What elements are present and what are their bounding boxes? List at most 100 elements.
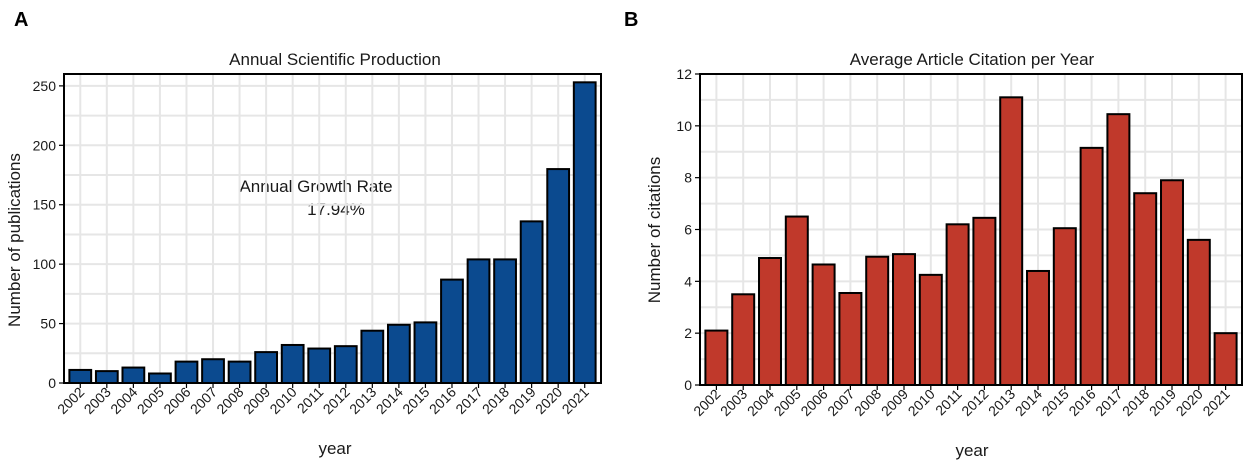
- panel-b-chart: B Average Article Citation per Year year…: [624, 9, 1243, 460]
- panel-a-bar-2019: [519, 220, 544, 384]
- panel-a-y-tick-label: 0: [48, 375, 56, 391]
- panel-b-bar-2015: [1052, 227, 1077, 386]
- panel-b-x-tick-label: 2010: [905, 386, 938, 419]
- panel-a-x-tick-label: 2018: [479, 384, 512, 417]
- panel-a-x-tick-label: 2017: [452, 384, 485, 417]
- panel-a-letter: A: [14, 9, 28, 31]
- panel-a-bar-2016: [440, 278, 464, 385]
- panel-b-x-axis-label: year: [955, 441, 988, 460]
- panel-b-bar-2018: [1133, 192, 1158, 386]
- panel-a-bar-2012: [333, 345, 358, 384]
- panel-b-bar-2003: [731, 293, 756, 386]
- panel-b-x-tick-label: 2011: [932, 386, 965, 419]
- panel-b-y-tick-label: 0: [684, 377, 692, 393]
- panel-a-x-tick-label: 2016: [426, 384, 459, 417]
- panel-a-bar-2017: [466, 258, 491, 384]
- panel-b-bar-2007: [838, 291, 863, 386]
- panel-b-bar-2004: [758, 257, 782, 386]
- panel-a-annotation-title: Annual Growth Rate: [239, 177, 392, 196]
- panel-b-bar-2009: [892, 253, 916, 386]
- panel-a-x-tick-label: 2013: [346, 384, 379, 417]
- panel-a-annotation-value: 17.94%: [307, 200, 365, 219]
- panel-a-bars: [68, 81, 597, 385]
- panel-b-bar-2021: [1213, 332, 1238, 386]
- panel-a-y-tick-label: 50: [40, 316, 56, 332]
- panel-b-x-tick-label: 2014: [1012, 386, 1045, 419]
- panel-b-letter: B: [624, 9, 638, 31]
- panel-b-x-tick-label: 2003: [717, 386, 750, 419]
- panel-a-x-tick-label: 2002: [54, 384, 87, 417]
- panel-a-x-tick-label: 2014: [373, 384, 406, 417]
- panel-b-x-tick-label: 2004: [744, 386, 777, 419]
- panel-b-bar-2016: [1079, 146, 1104, 386]
- panel-a-x-tick-label: 2019: [505, 384, 538, 417]
- panel-a-y-tick-label: 250: [33, 78, 57, 94]
- panel-a-x-tick-label: 2003: [81, 384, 114, 417]
- panel-a-bar-2002: [68, 368, 93, 384]
- panel-a-bar-2006: [174, 360, 199, 385]
- panel-a-x-tick-label: 2012: [320, 384, 353, 417]
- panel-a-x-tick-label: 2009: [240, 384, 273, 417]
- panel-b-y-axis-label: Number of citations: [645, 157, 664, 303]
- panel-a-x-tick-label: 2011: [294, 384, 327, 417]
- panel-a-bar-2008: [227, 360, 252, 385]
- panel-b-x-tick-label: 2007: [824, 386, 857, 419]
- panel-b-x-tick-label: 2021: [1199, 386, 1232, 419]
- panel-b-bar-2020: [1186, 238, 1211, 386]
- panel-b-y-tick-label: 12: [676, 66, 692, 82]
- panel-b-bar-2002: [704, 329, 729, 387]
- panel-b-x-tick-label: 2018: [1119, 386, 1152, 419]
- panel-b-x-tick-label: 2019: [1146, 386, 1179, 419]
- panel-b-x-tick-label: 2016: [1065, 386, 1098, 419]
- panel-a-bar-2007: [201, 358, 225, 385]
- panel-b-x-tick-label: 2015: [1039, 386, 1072, 419]
- panel-a-x-tick-label: 2008: [213, 384, 246, 417]
- panel-b-bar-2006: [811, 263, 836, 386]
- panel-b-bar-2008: [865, 255, 890, 386]
- panel-b-title: Average Article Citation per Year: [850, 50, 1095, 69]
- panel-a-bar-2009: [254, 351, 279, 385]
- panel-a-title: Annual Scientific Production: [229, 50, 441, 69]
- panel-a-x-tick-label: 2010: [266, 384, 299, 417]
- panel-a-y-axis-label: Number of publications: [5, 153, 24, 327]
- panel-b-bar-2011: [945, 223, 970, 386]
- panel-b-y-tick-label: 10: [676, 118, 692, 134]
- panel-b-bars: [704, 96, 1238, 387]
- panel-b-x-tick-label: 2013: [985, 386, 1018, 419]
- panel-a-bar-2021: [572, 81, 597, 384]
- panel-b-bar-2005: [784, 215, 809, 386]
- panel-b-bar-2010: [918, 273, 943, 386]
- panel-b-y-tick-label: 6: [684, 222, 692, 238]
- panel-a-y-tick-label: 150: [33, 197, 57, 213]
- panel-a-y-tick-label: 100: [33, 256, 57, 272]
- panel-b-x-tick-label: 2005: [771, 386, 804, 419]
- panel-a-x-axis-label: year: [318, 439, 351, 458]
- panel-a-bar-2014: [386, 323, 411, 384]
- panel-a-x-tick-label: 2015: [399, 384, 432, 417]
- panel-a-chart: A Annual Scientific Production year Numb…: [5, 9, 602, 458]
- panel-b-bar-2013: [999, 96, 1024, 386]
- panel-a-bar-2013: [360, 329, 385, 385]
- panel-a-bar-2018: [493, 258, 517, 384]
- panel-a-bar-2015: [413, 321, 438, 384]
- panel-a-x-tick-label: 2007: [187, 384, 220, 417]
- panel-a-plot-frame: [63, 73, 602, 384]
- panel-a-y-tick-label: 200: [33, 137, 57, 153]
- panel-a-bar-2003: [94, 370, 119, 385]
- panel-b-bar-2014: [1026, 269, 1050, 387]
- panel-a-x-tick-label: 2006: [160, 384, 193, 417]
- panel-a-bar-2005: [148, 372, 172, 385]
- panel-b-bar-2017: [1106, 113, 1131, 386]
- panel-b-x-tick-label: 2020: [1173, 386, 1206, 419]
- panel-a-bar-2010: [280, 343, 305, 385]
- panel-a-bar-2020: [546, 168, 571, 384]
- panel-b-x-tick-label: 2012: [958, 386, 991, 419]
- panel-a-bar-2004: [121, 366, 146, 384]
- panel-a-x-tick-label: 2020: [532, 384, 565, 417]
- panel-b-x-tick-label: 2002: [690, 386, 723, 419]
- panel-b-y-tick-label: 4: [684, 273, 692, 289]
- panel-b-x-tick-label: 2009: [878, 386, 911, 419]
- panel-b-y-tick-label: 2: [684, 325, 692, 341]
- panel-b-y-tick-label: 8: [684, 170, 692, 186]
